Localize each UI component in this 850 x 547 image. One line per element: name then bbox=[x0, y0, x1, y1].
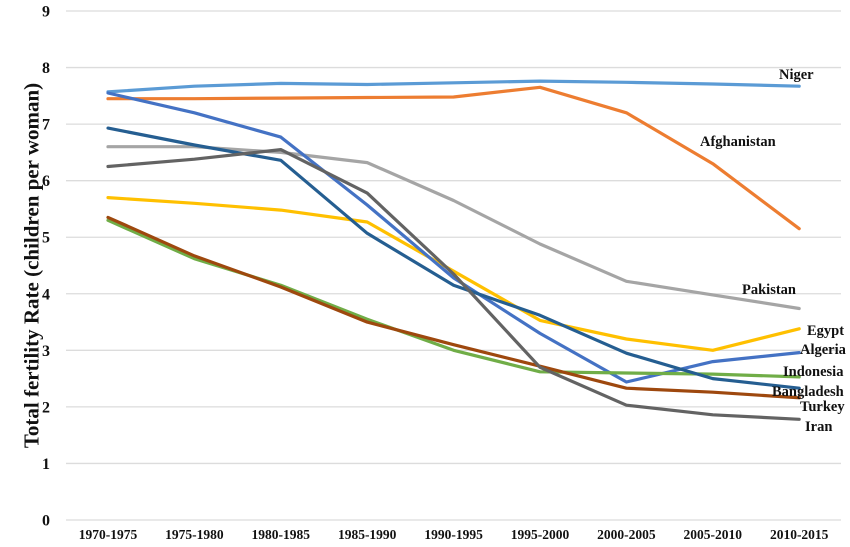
y-tick-label: 8 bbox=[42, 60, 50, 77]
y-tick-label: 7 bbox=[42, 117, 50, 134]
series-line-bangladesh bbox=[106, 126, 801, 390]
y-tick-label: 5 bbox=[42, 230, 50, 247]
x-tick-label: 1995-2000 bbox=[511, 527, 570, 542]
series-label-turkey: Turkey bbox=[800, 399, 845, 415]
series-label-iran: Iran bbox=[805, 419, 832, 435]
series-label-pakistan: Pakistan bbox=[742, 282, 796, 298]
y-tick-label: 3 bbox=[42, 343, 50, 360]
series-label-afghanistan: Afghanistan bbox=[700, 134, 776, 150]
series-label-bangladesh: Bangladesh bbox=[772, 384, 844, 400]
series-line-niger bbox=[106, 79, 801, 94]
y-tick-label: 6 bbox=[42, 173, 50, 190]
series-label-niger: Niger bbox=[779, 67, 814, 83]
series-line-iran bbox=[106, 148, 801, 421]
series-line-indonesia bbox=[106, 218, 801, 379]
x-tick-label: 1980-1985 bbox=[252, 527, 311, 542]
series-line-turkey bbox=[106, 215, 801, 400]
series-line-algeria bbox=[106, 91, 801, 384]
x-tick-label: 2000-2005 bbox=[597, 527, 656, 542]
y-tick-label: 2 bbox=[42, 399, 50, 416]
x-tick-label: 1990-1995 bbox=[424, 527, 483, 542]
y-tick-label: 0 bbox=[42, 513, 50, 530]
x-tick-label: 2010-2015 bbox=[770, 527, 829, 542]
series-line-afghanistan bbox=[106, 85, 801, 231]
y-tick-label: 4 bbox=[42, 286, 50, 303]
x-tick-label: 1985-1990 bbox=[338, 527, 397, 542]
series-label-algeria: Algeria bbox=[800, 342, 847, 358]
x-tick-label: 1975-1980 bbox=[165, 527, 224, 542]
y-tick-label: 9 bbox=[42, 4, 50, 21]
series-label-egypt: Egypt bbox=[807, 323, 844, 339]
series-line-egypt bbox=[106, 196, 801, 352]
x-tick-label: 1970-1975 bbox=[79, 527, 138, 542]
y-tick-label: 1 bbox=[42, 456, 50, 473]
series-label-indonesia: Indonesia bbox=[783, 364, 844, 380]
x-tick-label: 2005-2010 bbox=[684, 527, 743, 542]
